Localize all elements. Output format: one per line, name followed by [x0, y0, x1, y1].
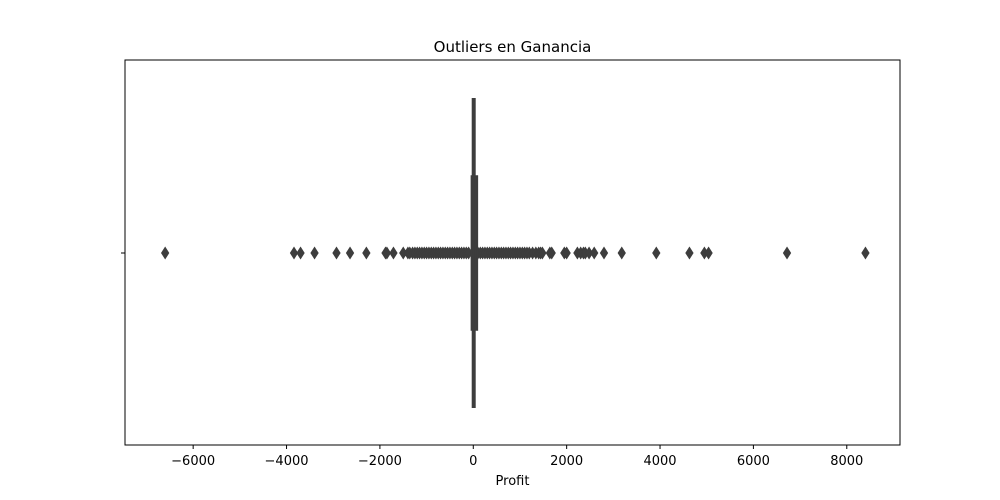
outlier-point	[160, 246, 170, 260]
upper-whisker-cap	[471, 98, 476, 176]
outlier-point	[289, 246, 299, 260]
outlier-point	[382, 246, 392, 260]
outlier-point	[362, 246, 371, 260]
lower-whisker-cap	[471, 330, 476, 408]
x-tick-label: −4000	[265, 454, 309, 469]
x-axis-label: Profit	[496, 474, 530, 489]
x-tick-label: −2000	[358, 454, 402, 469]
box-plot	[470, 98, 479, 408]
outlier-point	[861, 246, 870, 260]
outlier-point	[345, 246, 355, 260]
outlier-point	[782, 246, 792, 260]
outlier-point	[562, 246, 571, 260]
chart-title: Outliers en Ganancia	[434, 38, 592, 56]
x-tick-label: 4000	[643, 454, 676, 469]
x-tick-label: 6000	[737, 454, 770, 469]
outlier-point	[332, 246, 341, 260]
x-tick-label: 8000	[830, 454, 863, 469]
outlier-point	[389, 246, 398, 260]
outlier-point	[547, 246, 556, 260]
outlier-point	[538, 246, 547, 260]
outlier-point	[296, 246, 305, 260]
x-axis-ticks: −6000 −4000 −2000 0 2000 4000 6000 8000	[171, 445, 863, 469]
x-tick-label: 2000	[550, 454, 583, 469]
outlier-point	[617, 246, 626, 260]
outlier-markers	[160, 246, 870, 260]
outlier-point	[310, 246, 319, 260]
x-tick-label: −6000	[171, 454, 215, 469]
x-tick-label: 0	[469, 454, 477, 469]
outlier-point	[652, 246, 661, 260]
outlier-point	[599, 246, 609, 260]
outlier-point	[590, 246, 599, 260]
outlier-point	[704, 246, 713, 260]
outlier-point	[685, 246, 694, 260]
